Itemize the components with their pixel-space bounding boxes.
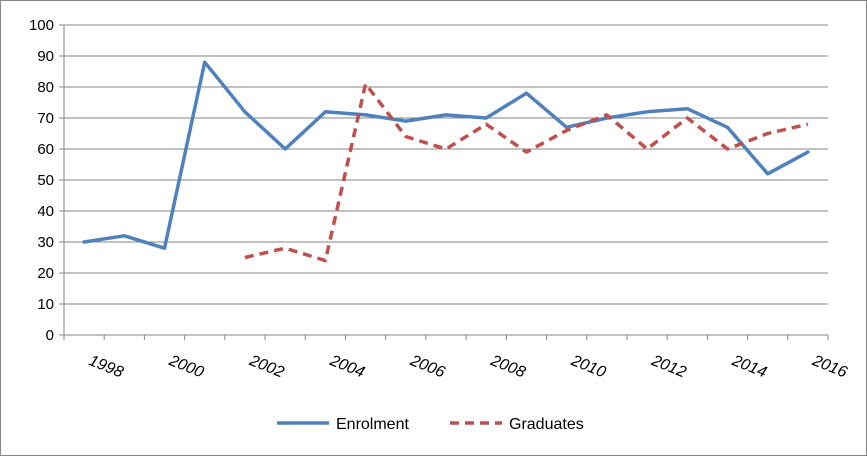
y-tick-label: 70 — [37, 110, 54, 127]
y-tick-label: 50 — [37, 172, 54, 189]
x-tick-label: 2000 — [166, 352, 206, 382]
y-tick-label: 100 — [29, 17, 54, 34]
x-tick-label: 1998 — [86, 352, 125, 381]
y-tick-label: 80 — [37, 79, 54, 96]
x-tick-label: 2010 — [568, 352, 608, 382]
x-tick-label: 2004 — [327, 352, 367, 382]
x-tick-label: 2014 — [729, 352, 769, 382]
gridlines — [64, 24, 828, 305]
x-tick-label: 2016 — [809, 352, 849, 382]
y-tick-label: 0 — [46, 327, 54, 344]
series-line-graduates — [244, 82, 809, 263]
x-tick-label: 2006 — [407, 352, 447, 382]
legend: Enrolment Graduates — [277, 416, 584, 433]
series-line-enrolment — [82, 60, 810, 250]
x-tick-label: 2002 — [246, 352, 286, 382]
x-tick-label: 2012 — [648, 352, 688, 382]
y-tick-label: 90 — [37, 48, 54, 65]
series-lines — [82, 60, 810, 263]
legend-label-enrolment: Enrolment — [336, 416, 409, 433]
y-tick-label: 60 — [37, 141, 54, 158]
x-tick-label: 2008 — [487, 352, 527, 382]
x-axis-ticks: 1998 2000 2002 2004 2006 2008 2010 2012 2014 2016 — [63, 335, 849, 382]
y-tick-label: 20 — [37, 265, 54, 282]
y-axis-ticks: 0 10 20 30 40 50 60 70 80 90 100 — [29, 17, 64, 344]
y-tick-label: 10 — [37, 296, 54, 313]
legend-label-graduates: Graduates — [509, 416, 584, 433]
y-tick-label: 40 — [37, 203, 54, 220]
y-tick-label: 30 — [37, 234, 54, 251]
